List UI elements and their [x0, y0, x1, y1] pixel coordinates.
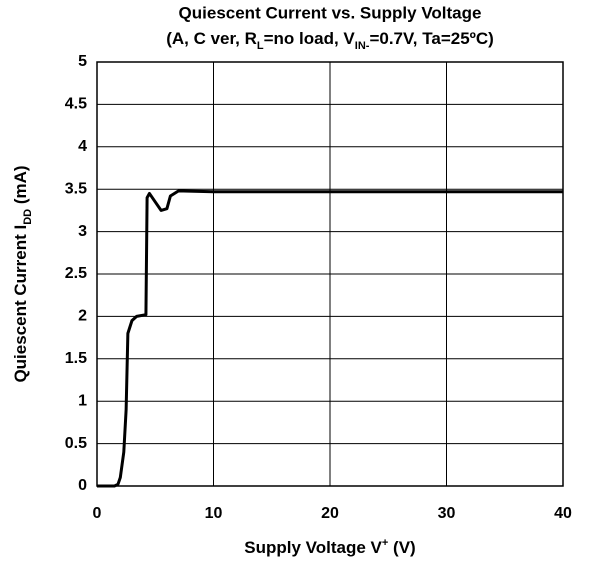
- y-tick-label: 0: [78, 477, 87, 494]
- y-tick-label: 3.5: [65, 180, 87, 197]
- subtitle-part: =no load, V: [264, 29, 356, 48]
- y-tick-label: 1: [78, 392, 87, 409]
- y-label-part: Quiescent Current I: [11, 225, 30, 383]
- x-label-part: (V): [388, 538, 415, 557]
- x-tick-label: 30: [438, 505, 456, 522]
- x-tick-label: 20: [321, 505, 339, 522]
- x-tick-label: 40: [554, 505, 572, 522]
- y-tick-label: 1.5: [65, 350, 87, 367]
- x-tick-label: 0: [93, 505, 102, 522]
- y-tick-label: 2: [78, 308, 87, 325]
- y-label-subscript: DD: [22, 209, 34, 225]
- y-tick-label: 4.5: [65, 96, 87, 113]
- x-axis-label: Supply Voltage V+ (V): [244, 537, 415, 558]
- chart-subtitle: (A, C ver, RL=no load, VIN-=0.7V, Ta=25º…: [166, 29, 494, 51]
- y-axis-label: Quiescent Current IDD (mA): [11, 165, 33, 382]
- line: [97, 189, 563, 488]
- x-label-superscript: +: [382, 537, 388, 549]
- plot-border: [96, 61, 564, 487]
- y-tick-label: 5: [78, 53, 87, 70]
- subtitle-part: =0.7V, Ta=25ºC): [369, 29, 493, 48]
- subtitle-subscript: L: [257, 40, 264, 52]
- y-tick-label: 3: [78, 223, 87, 240]
- y-label-part: (mA): [11, 165, 30, 208]
- x-tick-label: 10: [205, 505, 223, 522]
- chart-title: Quiescent Current vs. Supply Voltage: [179, 3, 482, 22]
- subtitle-part: (A, C ver, R: [166, 29, 257, 48]
- y-tick-label: 2.5: [65, 265, 87, 282]
- y-tick-label: 0.5: [65, 435, 87, 452]
- y-tick-label: 4: [78, 138, 87, 155]
- subtitle-subscript: IN-: [355, 40, 370, 52]
- x-label-part: Supply Voltage V: [244, 538, 382, 557]
